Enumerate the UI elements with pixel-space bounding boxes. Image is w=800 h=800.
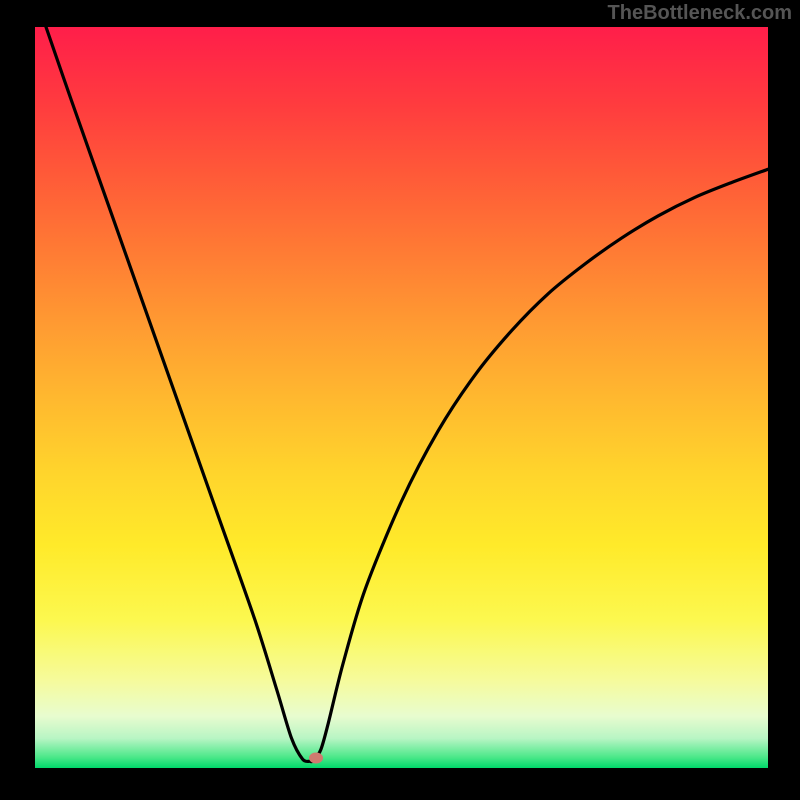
optimal-point-marker xyxy=(309,752,323,763)
curve-path xyxy=(46,27,768,762)
plot-area xyxy=(35,27,768,768)
bottleneck-curve xyxy=(35,27,768,768)
watermark-text: TheBottleneck.com xyxy=(608,2,792,25)
